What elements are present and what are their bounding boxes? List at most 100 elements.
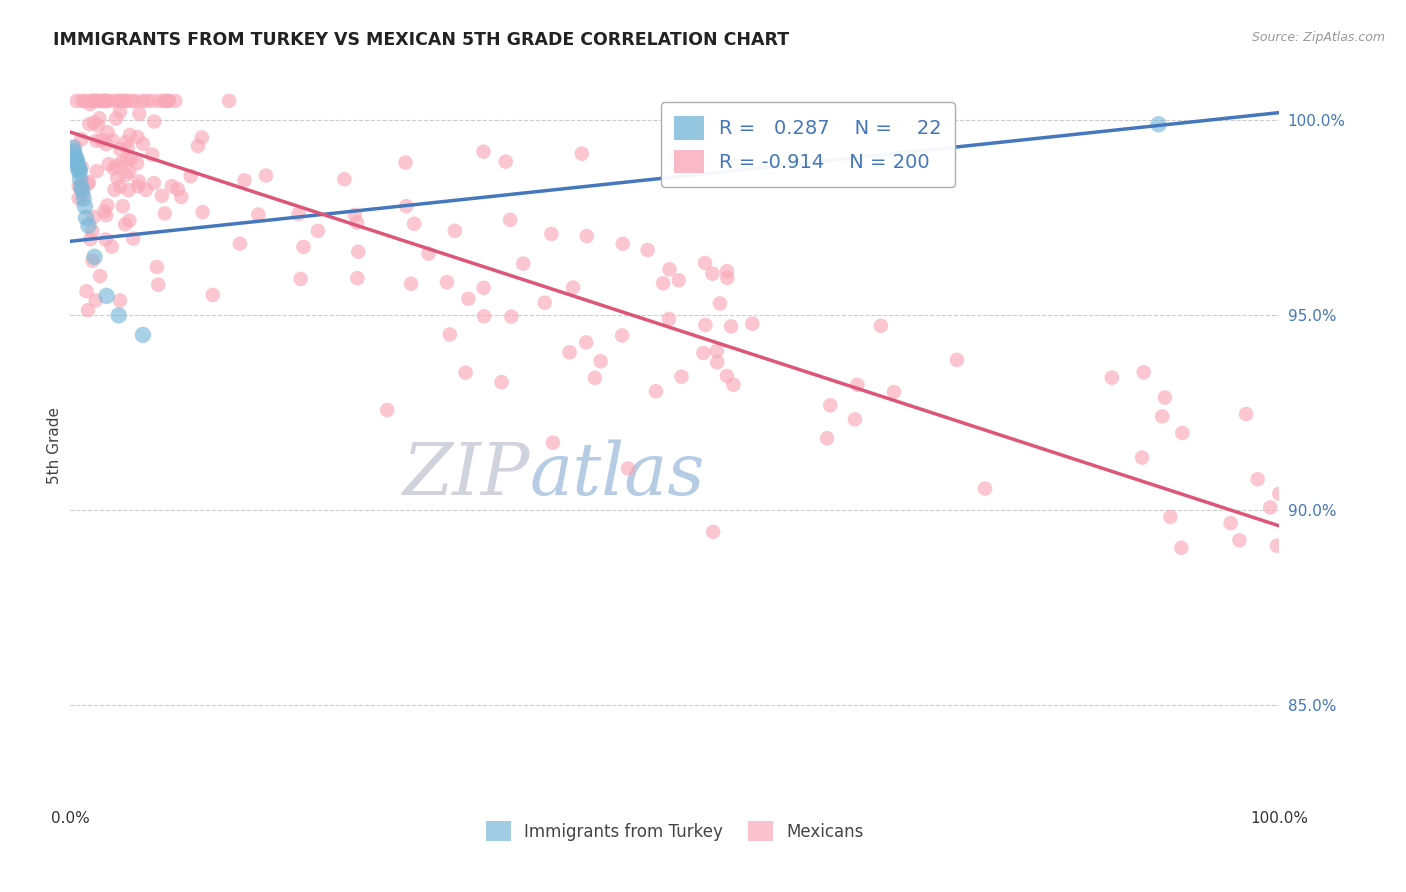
- Point: [63, 148, 86, 162]
- Point: [247, 208, 270, 222]
- Point: [132, 327, 155, 342]
- Point: [65, 153, 87, 167]
- Point: [395, 199, 418, 213]
- Point: [191, 130, 214, 145]
- Point: [132, 136, 155, 151]
- Point: [111, 199, 134, 213]
- Point: [287, 207, 309, 221]
- Point: [110, 94, 132, 108]
- Point: [105, 159, 128, 173]
- Point: [69, 172, 91, 186]
- Point: [115, 135, 138, 149]
- Point: [70, 179, 93, 194]
- Point: [96, 94, 118, 108]
- Point: [108, 142, 131, 156]
- Point: [70, 132, 93, 146]
- Point: [692, 346, 714, 360]
- Point: [716, 264, 738, 278]
- Point: [128, 106, 150, 120]
- Point: [73, 199, 96, 213]
- Legend: Immigrants from Turkey, Mexicans: Immigrants from Turkey, Mexicans: [479, 814, 870, 848]
- Point: [533, 295, 555, 310]
- Point: [118, 164, 141, 178]
- Text: ZIP: ZIP: [402, 439, 530, 510]
- Point: [107, 94, 129, 108]
- Point: [399, 277, 422, 291]
- Point: [120, 152, 142, 166]
- Point: [107, 309, 129, 323]
- Point: [93, 204, 115, 219]
- Point: [114, 217, 136, 231]
- Point: [96, 289, 118, 303]
- Point: [67, 160, 90, 174]
- Point: [72, 176, 94, 190]
- Point: [146, 260, 169, 274]
- Point: [1268, 487, 1291, 501]
- Point: [541, 435, 564, 450]
- Point: [70, 160, 93, 174]
- Point: [89, 268, 111, 283]
- Point: [135, 183, 157, 197]
- Point: [157, 94, 180, 108]
- Point: [124, 94, 146, 108]
- Point: [347, 244, 370, 259]
- Point: [75, 211, 97, 225]
- Point: [436, 275, 458, 289]
- Point: [105, 171, 128, 186]
- Point: [457, 292, 479, 306]
- Point: [1171, 425, 1194, 440]
- Point: [108, 94, 131, 108]
- Point: [70, 183, 93, 197]
- Point: [77, 175, 100, 189]
- Point: [90, 94, 112, 108]
- Point: [83, 94, 105, 108]
- Point: [83, 250, 105, 264]
- Text: atlas: atlas: [530, 439, 706, 510]
- Point: [115, 94, 138, 108]
- Point: [472, 310, 495, 324]
- Point: [127, 179, 149, 194]
- Point: [142, 176, 165, 190]
- Text: Source: ZipAtlas.com: Source: ZipAtlas.com: [1251, 31, 1385, 45]
- Point: [135, 94, 157, 108]
- Point: [644, 384, 666, 399]
- Point: [716, 271, 738, 285]
- Point: [96, 198, 118, 212]
- Point: [96, 94, 118, 108]
- Point: [86, 164, 108, 178]
- Point: [90, 133, 112, 147]
- Point: [108, 179, 131, 194]
- Point: [472, 145, 495, 159]
- Point: [83, 210, 105, 224]
- Point: [652, 277, 675, 291]
- Point: [1101, 370, 1123, 384]
- Point: [118, 213, 141, 227]
- Point: [62, 141, 84, 155]
- Point: [79, 117, 101, 131]
- Point: [495, 154, 517, 169]
- Point: [121, 94, 143, 108]
- Point: [66, 156, 89, 170]
- Point: [94, 208, 117, 222]
- Point: [575, 229, 598, 244]
- Point: [394, 155, 416, 169]
- Point: [157, 94, 180, 108]
- Point: [716, 369, 738, 384]
- Point: [512, 257, 534, 271]
- Point: [883, 384, 905, 399]
- Point: [108, 293, 131, 308]
- Point: [706, 344, 728, 359]
- Point: [562, 280, 585, 294]
- Point: [125, 156, 148, 170]
- Point: [117, 183, 139, 197]
- Point: [100, 239, 122, 253]
- Point: [1258, 500, 1281, 515]
- Point: [1147, 117, 1170, 131]
- Text: IMMIGRANTS FROM TURKEY VS MEXICAN 5TH GRADE CORRELATION CHART: IMMIGRANTS FROM TURKEY VS MEXICAN 5TH GR…: [53, 31, 790, 49]
- Point: [153, 206, 176, 220]
- Point: [706, 355, 728, 369]
- Point: [72, 187, 94, 202]
- Point: [583, 371, 606, 385]
- Point: [67, 164, 90, 178]
- Point: [1132, 365, 1154, 379]
